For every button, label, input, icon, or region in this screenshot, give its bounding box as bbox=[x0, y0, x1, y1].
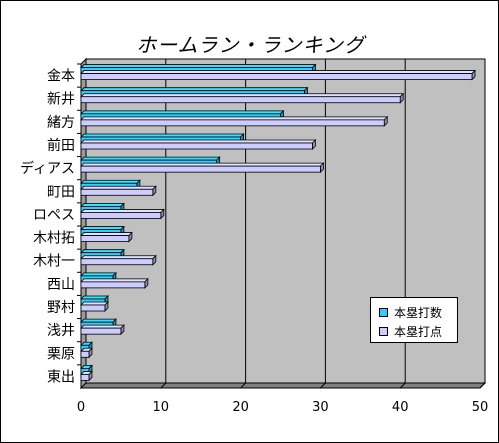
bar-top bbox=[80, 295, 109, 300]
bar-top bbox=[80, 185, 157, 190]
bar-top bbox=[80, 87, 309, 92]
bar-top bbox=[80, 249, 125, 254]
bar-top bbox=[80, 209, 165, 213]
legend-label-series-1: 本塁打数 bbox=[394, 305, 443, 320]
category-label: 野村 bbox=[47, 300, 75, 316]
bar-top bbox=[80, 156, 221, 161]
gridline-floor bbox=[479, 382, 486, 389]
x-tick-label: 40 bbox=[392, 400, 409, 415]
bar-top bbox=[80, 278, 149, 283]
bar-top bbox=[80, 318, 117, 323]
bar-top bbox=[80, 133, 245, 138]
category-label: 金本 bbox=[47, 69, 75, 85]
bar-top bbox=[80, 255, 157, 260]
legend-item-series-2: 本塁打点 bbox=[379, 323, 442, 339]
bar bbox=[80, 212, 162, 219]
floor bbox=[79, 382, 487, 389]
gridline-floor bbox=[160, 382, 167, 389]
bar-top bbox=[80, 93, 405, 98]
x-tick-label: 0 bbox=[77, 400, 85, 415]
bar-top bbox=[80, 139, 317, 144]
category-label: 木村拓 bbox=[33, 231, 75, 247]
bar bbox=[80, 188, 154, 196]
bar bbox=[80, 327, 122, 335]
bar bbox=[80, 281, 146, 289]
side-wall bbox=[80, 57, 87, 390]
chart-title: ホームラン・ランキング bbox=[136, 33, 365, 57]
bar-top bbox=[80, 226, 125, 230]
bar-top bbox=[80, 203, 125, 207]
bar-top bbox=[80, 232, 133, 236]
x-tick-label: 10 bbox=[153, 400, 170, 415]
category-label: 町田 bbox=[47, 184, 75, 200]
bar bbox=[80, 235, 130, 242]
category-label: 浅井 bbox=[47, 323, 75, 339]
bar-top bbox=[80, 324, 125, 329]
x-tick-label: 20 bbox=[232, 400, 249, 415]
legend-swatch-series-2 bbox=[379, 326, 388, 336]
x-tick-label: 30 bbox=[312, 400, 329, 415]
legend-item-series-1: 本塁打数 bbox=[379, 304, 442, 320]
category-label: 東出 bbox=[47, 369, 75, 385]
x-tick-label: 50 bbox=[472, 400, 489, 415]
category-label: ロペス bbox=[33, 207, 75, 223]
bar bbox=[80, 73, 473, 80]
gridline-floor bbox=[240, 382, 246, 389]
bar bbox=[80, 258, 154, 266]
legend-swatch-series-1 bbox=[379, 307, 388, 317]
bar-top bbox=[80, 272, 117, 277]
chart-legend: 本塁打数 本塁打点 bbox=[370, 297, 458, 343]
bar-top bbox=[80, 64, 317, 68]
bar bbox=[80, 96, 401, 104]
category-label: 新井 bbox=[47, 92, 75, 108]
bar bbox=[80, 165, 321, 173]
bar-top bbox=[80, 110, 285, 115]
bar-top bbox=[80, 162, 325, 167]
bar bbox=[80, 374, 90, 381]
bar-top bbox=[80, 116, 389, 121]
bar bbox=[80, 119, 385, 127]
category-label: 栗原 bbox=[47, 346, 75, 362]
gridline-floor bbox=[320, 382, 326, 389]
legend-label-series-2: 本塁打点 bbox=[394, 324, 443, 339]
bar-top bbox=[80, 301, 109, 306]
bar bbox=[80, 304, 106, 312]
bar-top bbox=[80, 70, 476, 74]
bar bbox=[80, 142, 313, 150]
category-label: 前田 bbox=[47, 137, 75, 154]
category-label: 西山 bbox=[47, 277, 75, 293]
gridline-floor bbox=[399, 382, 406, 389]
bar-top bbox=[80, 179, 141, 184]
category-label: ディアス bbox=[20, 160, 75, 177]
category-label: 木村一 bbox=[33, 254, 75, 270]
bar bbox=[80, 350, 90, 358]
category-label: 緒方 bbox=[47, 115, 75, 131]
